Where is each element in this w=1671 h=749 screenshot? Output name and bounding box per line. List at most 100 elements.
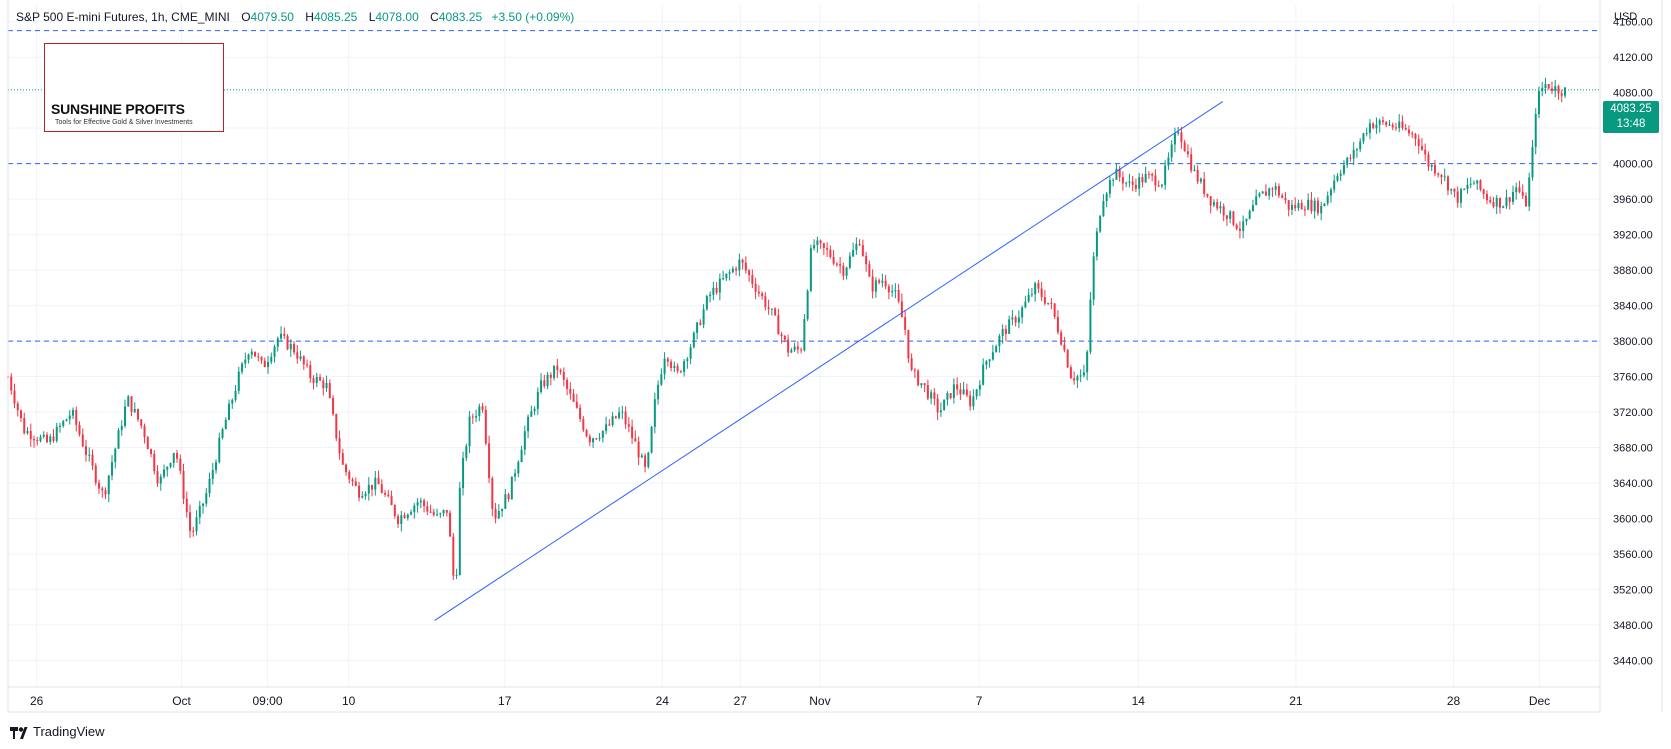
candle-body: [117, 430, 120, 449]
bar-countdown: 13:48: [1616, 118, 1646, 130]
symbol-legend[interactable]: S&P 500 E-mini Futures, 1h, CME_MINI O40…: [16, 10, 574, 24]
candle-body: [1375, 124, 1378, 129]
candle-body: [722, 278, 725, 280]
candle-body: [549, 374, 552, 378]
candle-body: [926, 385, 929, 399]
x-tick-label: 09:00: [252, 694, 282, 708]
candle-body: [13, 390, 16, 404]
last-price-value: 4083.25: [1610, 103, 1652, 115]
candle-body: [400, 515, 403, 524]
candle-body: [296, 352, 299, 359]
candle-body: [741, 259, 744, 263]
candle-body: [234, 390, 237, 400]
candle-body: [410, 512, 413, 515]
candle-body: [315, 377, 318, 383]
candle-body: [595, 438, 598, 440]
candle-body: [1183, 142, 1186, 152]
candle-body: [306, 364, 309, 366]
candle-body: [1450, 188, 1453, 191]
candle-body: [728, 272, 731, 274]
candle-body: [715, 288, 718, 293]
candle-body: [1502, 206, 1505, 208]
candle-body: [514, 473, 517, 477]
candle-body: [377, 477, 380, 485]
candle-body: [475, 416, 478, 418]
candle-body: [237, 371, 240, 391]
candle-body: [507, 494, 510, 500]
y-axis[interactable]: 4160.004120.004080.004040.004000.003960.…: [1613, 17, 1653, 668]
logo-name: SUNSHINE PROFITS: [51, 101, 185, 117]
x-tick-label: 17: [498, 694, 512, 708]
candle-body: [897, 289, 900, 302]
candle-body: [1544, 83, 1547, 89]
candle-body: [68, 415, 71, 420]
candle-body: [1326, 195, 1329, 204]
candle-body: [114, 448, 117, 463]
candle-body: [1274, 186, 1277, 190]
trendline[interactable]: [434, 101, 1223, 621]
candle-body: [796, 346, 799, 350]
candle-body: [884, 280, 887, 287]
candle-body: [553, 365, 556, 378]
candle-body: [328, 382, 331, 398]
candle-body: [150, 449, 153, 454]
x-axis[interactable]: 26 Oct 09:00 10 17 24 27 Nov 7 14 21 28 Dec: [30, 694, 1550, 708]
candle-body: [852, 250, 855, 257]
candle-body: [1541, 88, 1544, 92]
tradingview-brand[interactable]: TradingView: [10, 724, 105, 739]
candle-body: [777, 315, 780, 335]
y-tick-label: 3720.00: [1613, 407, 1653, 419]
candle-body: [523, 431, 526, 450]
candle-body: [1086, 351, 1089, 373]
candle-body: [1531, 147, 1534, 178]
candle-body: [1095, 231, 1098, 257]
candle-body: [1427, 154, 1430, 167]
candle-body: [1385, 121, 1388, 126]
candle-body: [731, 268, 734, 273]
candle-body: [735, 268, 738, 271]
last-price-tag: 4083.25 13:48: [1603, 101, 1659, 133]
candle-body: [910, 358, 913, 370]
candle-body: [608, 424, 611, 426]
candle-body: [647, 452, 650, 467]
candle-body: [1167, 157, 1170, 166]
candle-body: [403, 515, 406, 518]
candle-body: [767, 307, 770, 309]
y-tick-label: 3840.00: [1613, 301, 1653, 313]
candle-body: [163, 469, 166, 477]
candle-body: [1118, 168, 1121, 178]
candle-body: [1177, 132, 1180, 134]
candle-body: [572, 393, 575, 402]
candle-body: [1476, 180, 1479, 184]
candle-body: [1463, 189, 1466, 191]
candle-body: [62, 421, 65, 426]
candle-body: [1255, 196, 1258, 206]
candle-body: [1307, 199, 1310, 210]
y-tick-label: 3480.00: [1613, 620, 1653, 632]
candle-body: [1050, 302, 1053, 304]
candle-body: [787, 339, 790, 353]
candle-body: [1173, 133, 1176, 145]
x-tick-label: Oct: [172, 694, 191, 708]
candle-body: [939, 410, 942, 413]
candle-body: [198, 505, 201, 518]
candle-body: [592, 438, 595, 443]
candle-body: [299, 356, 302, 359]
candle-body: [1079, 375, 1082, 377]
candle-body: [442, 509, 445, 514]
candle-body: [956, 384, 959, 390]
candle-body: [351, 479, 354, 482]
candle-body: [1134, 184, 1137, 189]
candle-body: [1235, 224, 1238, 229]
candle-body: [969, 395, 972, 407]
candle-body: [1024, 301, 1027, 308]
candle-body: [1459, 189, 1462, 203]
y-tick-label: 4160.00: [1613, 17, 1653, 29]
candle-body: [182, 470, 185, 499]
candle-body: [494, 508, 497, 519]
candle-body: [367, 484, 370, 494]
candle-body: [1414, 134, 1417, 139]
candle-body: [790, 350, 793, 353]
candle-body: [696, 322, 699, 333]
